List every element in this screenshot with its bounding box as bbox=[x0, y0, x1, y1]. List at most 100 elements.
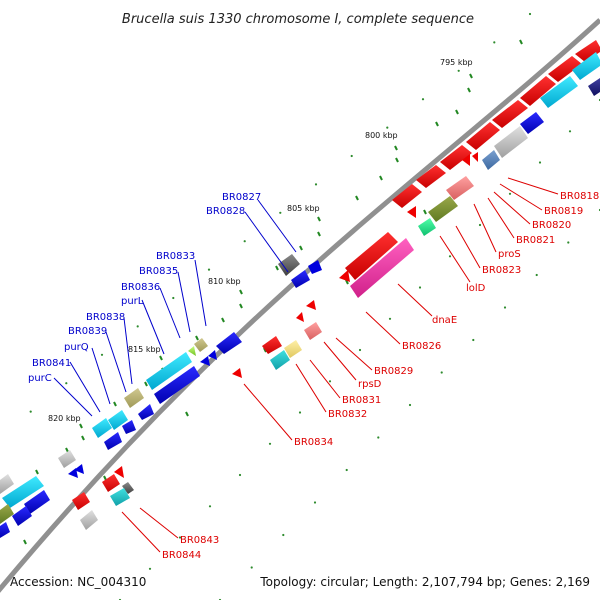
guide-dot bbox=[208, 505, 212, 508]
label-leader bbox=[397, 283, 433, 317]
gene-label: BR0827 bbox=[222, 192, 261, 203]
label-leader bbox=[141, 299, 165, 355]
gene-feature bbox=[572, 52, 600, 80]
guide-dot bbox=[386, 126, 389, 129]
guide-dot bbox=[478, 223, 482, 227]
guide-dot bbox=[100, 353, 104, 356]
gene-label: BR0843 bbox=[180, 535, 219, 546]
gene-label: purQ bbox=[64, 342, 89, 353]
guide-dot bbox=[472, 338, 475, 342]
guide-dot bbox=[508, 192, 512, 195]
gene-label: BR0831 bbox=[342, 395, 381, 406]
scale-label: 820 kbp bbox=[48, 414, 81, 423]
guide-dot bbox=[238, 473, 242, 477]
scale-tick bbox=[519, 39, 523, 45]
gene-feature bbox=[146, 352, 192, 390]
gene-label: proS bbox=[498, 249, 521, 260]
gene-feature bbox=[520, 76, 556, 106]
scale-tick bbox=[455, 109, 459, 115]
guide-dot bbox=[493, 41, 496, 44]
gene-feature bbox=[472, 152, 478, 162]
scale-tick bbox=[379, 175, 383, 181]
guide-dot bbox=[243, 240, 246, 243]
guide-dot bbox=[172, 296, 175, 300]
scale-tick bbox=[239, 289, 243, 295]
gene-label: BR0836 bbox=[121, 282, 160, 293]
guide-dot bbox=[65, 382, 68, 385]
label-leader bbox=[139, 507, 179, 539]
gene-label: BR0820 bbox=[532, 220, 571, 231]
guide-dot bbox=[298, 411, 302, 414]
scale-tick bbox=[355, 195, 359, 201]
label-leader bbox=[91, 347, 111, 405]
outer-gene-labels: BR0827 BR0828 BR0833 BR0835 BR0836 purL … bbox=[28, 192, 297, 417]
guide-dots bbox=[29, 12, 600, 600]
gene-feature bbox=[339, 270, 350, 282]
scale-tick bbox=[317, 216, 321, 222]
guide-dot bbox=[282, 533, 285, 537]
guide-dot bbox=[503, 306, 507, 309]
label-leader bbox=[177, 271, 191, 333]
gene-feature bbox=[494, 126, 528, 158]
inner-gene-features bbox=[72, 52, 600, 530]
gene-label: purL bbox=[121, 296, 144, 307]
guide-dot bbox=[148, 567, 152, 570]
label-leader bbox=[105, 331, 127, 393]
label-leader bbox=[123, 317, 133, 385]
scale-tick bbox=[394, 145, 398, 151]
gene-feature bbox=[114, 466, 124, 478]
gene-feature bbox=[308, 260, 322, 274]
gene-feature bbox=[446, 176, 474, 200]
guide-dot bbox=[448, 255, 452, 258]
scale-ticks bbox=[23, 39, 523, 545]
gene-feature bbox=[0, 474, 14, 494]
gene-feature bbox=[216, 332, 242, 354]
label-leader bbox=[499, 183, 543, 211]
gene-feature bbox=[12, 506, 32, 526]
label-leader bbox=[69, 361, 101, 413]
gene-feature bbox=[345, 232, 398, 280]
label-leader bbox=[335, 337, 373, 371]
scale-label: 805 kbp bbox=[287, 204, 320, 213]
scale-label: 800 kbp bbox=[365, 131, 398, 140]
gene-label: BR0826 bbox=[402, 341, 441, 352]
label-leader bbox=[473, 203, 497, 253]
scale-tick bbox=[435, 121, 439, 127]
gene-feature bbox=[306, 300, 316, 310]
scale-tick bbox=[159, 355, 163, 361]
guide-dot bbox=[408, 403, 412, 407]
gene-feature bbox=[548, 56, 582, 82]
gene-label: BR0844 bbox=[162, 550, 201, 561]
guide-dot bbox=[313, 501, 317, 504]
label-leader bbox=[295, 363, 327, 413]
scale-tick bbox=[467, 87, 471, 93]
gene-feature bbox=[188, 346, 196, 356]
label-leader bbox=[365, 311, 401, 345]
gene-feature bbox=[122, 420, 136, 434]
gene-feature bbox=[392, 184, 422, 208]
guide-dot bbox=[345, 468, 348, 472]
gene-feature bbox=[0, 504, 14, 524]
gene-feature bbox=[262, 336, 282, 354]
gene-feature bbox=[124, 388, 144, 408]
label-leader bbox=[309, 359, 341, 399]
scale-tick bbox=[275, 265, 279, 271]
scale-tick bbox=[35, 469, 39, 475]
summary-text: Topology: circular; Length: 2,107,794 bp… bbox=[259, 575, 590, 589]
gene-feature bbox=[102, 474, 120, 492]
gene-feature bbox=[232, 368, 242, 378]
label-leader bbox=[507, 177, 559, 195]
gene-feature bbox=[74, 464, 84, 474]
gene-feature bbox=[270, 350, 290, 370]
label-leader bbox=[159, 287, 181, 339]
gene-feature bbox=[72, 492, 90, 510]
guide-dot bbox=[538, 161, 542, 164]
label-leader bbox=[439, 235, 471, 283]
guide-dot bbox=[250, 566, 253, 569]
guide-dot bbox=[314, 183, 318, 186]
scale-tick bbox=[81, 435, 85, 441]
guide-dot bbox=[268, 442, 272, 445]
gene-feature bbox=[428, 196, 458, 222]
gene-label: BR0829 bbox=[374, 366, 413, 377]
